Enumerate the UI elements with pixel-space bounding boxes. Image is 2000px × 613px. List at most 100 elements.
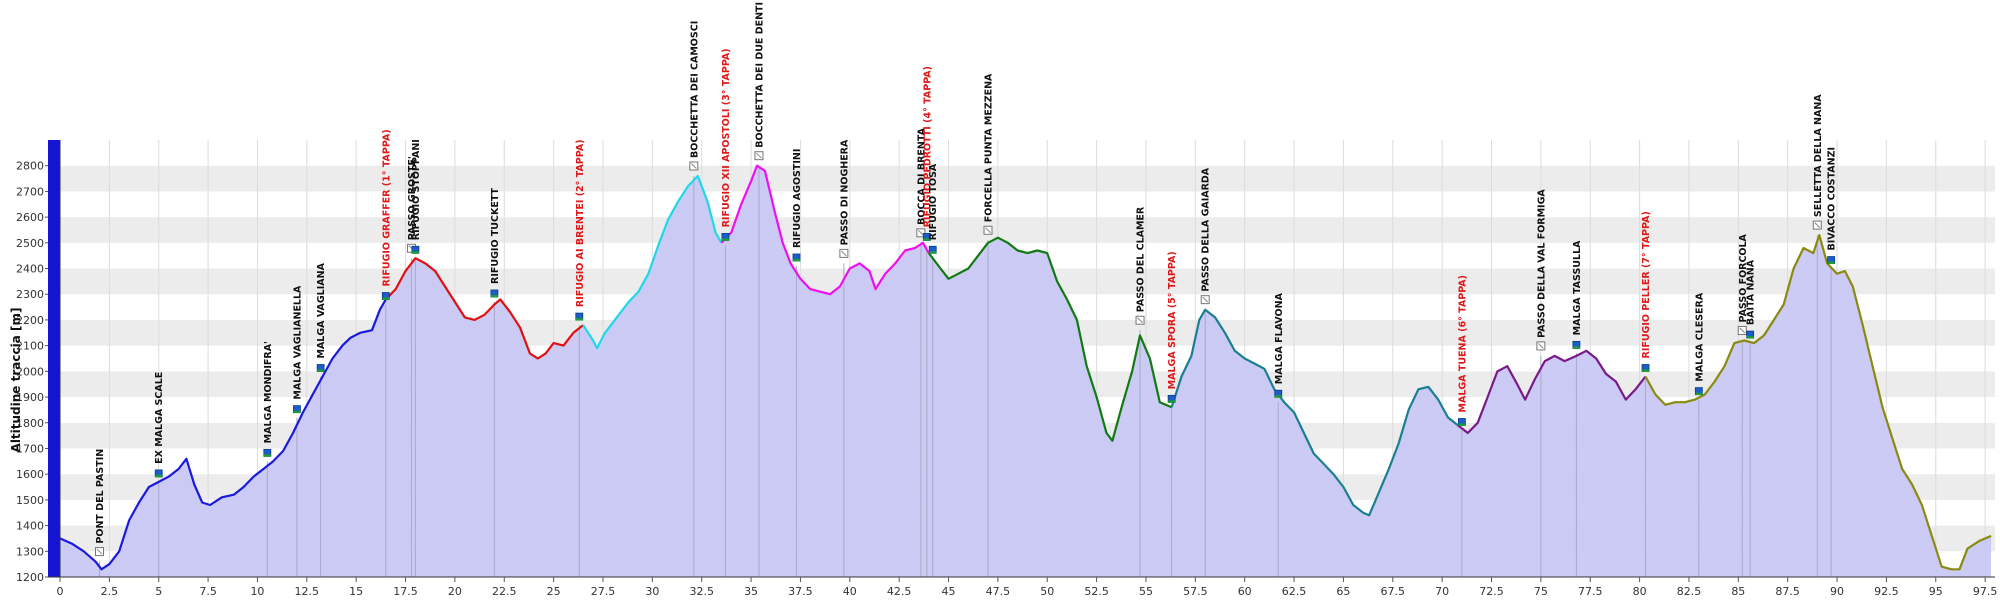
x-tick-label: 90: [1830, 585, 1844, 598]
x-tick-label: 77.5: [1578, 585, 1603, 598]
flag-icon-mark: [756, 152, 762, 159]
flag-icon-mark: [918, 229, 924, 236]
x-tick-label: 32.5: [689, 585, 714, 598]
x-tick-label: 72.5: [1479, 585, 1504, 598]
hut-icon-base: [929, 251, 937, 254]
x-tick-label: 50: [1040, 585, 1054, 598]
y-tick-label: 1800: [16, 417, 44, 430]
hut-icon-base: [1695, 392, 1703, 396]
x-tick-label: 45: [942, 585, 956, 598]
hut-icon-base: [1572, 346, 1580, 349]
hut-icon-base: [1746, 336, 1754, 339]
y-tick-label: 1500: [16, 494, 44, 507]
y-tick-label: 1600: [16, 468, 44, 481]
y-tick-label: 2300: [16, 288, 44, 301]
flag-icon-mark: [1137, 317, 1143, 324]
hut-icon-base: [293, 410, 301, 414]
y-tick-label: 2700: [16, 185, 44, 198]
stage-line: [59, 298, 387, 571]
waypoint-markers: [94, 151, 1836, 557]
y-tick-label: 1200: [16, 571, 44, 584]
x-tick-label: 87.5: [1775, 585, 1800, 598]
stage-line: [1644, 234, 1992, 571]
elevation-lines: [59, 164, 1992, 571]
grid-band: [60, 217, 1995, 243]
x-tick-label: 57.5: [1183, 585, 1208, 598]
x-tick-label: 10: [250, 585, 264, 598]
y-tick-label: 2400: [16, 263, 44, 276]
flag-icon-mark: [96, 548, 103, 555]
waypoint-labels: PONT DEL PASTIN EX MALGA SCALE MALGA MONDI…: [95, 2, 1838, 544]
waypoint-label: BIVACCO COSTANZI: [1827, 147, 1838, 251]
waypoint-label: EX MALGA SCALE: [154, 372, 165, 464]
hut-icon-base: [317, 369, 325, 372]
hut-icon-base: [1642, 369, 1650, 372]
hut-icon-base: [155, 474, 163, 478]
waypoint-label: MALGA VAGLIANA: [316, 262, 327, 358]
x-tick-label: 70: [1435, 585, 1449, 598]
waypoint-label: RIFUGIO STOPPANI: [411, 139, 422, 240]
y-axis-label: Altitudine traccia [m]: [9, 308, 23, 453]
y-axis-color-bar: [48, 140, 60, 577]
x-tick-label: 55: [1139, 585, 1153, 598]
waypoint-label: MALGA FLAVONA: [1274, 292, 1285, 384]
hut-icon-base: [1827, 261, 1835, 265]
x-tick-label: 7.5: [199, 585, 217, 598]
x-tick-label: 47.5: [986, 585, 1011, 598]
stage-line: [927, 236, 1173, 442]
x-tick-label: 42.5: [887, 585, 912, 598]
stage-line: [720, 164, 930, 296]
waypoint-label: MALGA VAGLIANELLA: [292, 285, 303, 400]
y-tick-label: 2000: [16, 365, 44, 378]
grid-band: [60, 140, 1995, 166]
waypoint-label: RIFUGIO GRAFFER (1° TAPPA): [381, 129, 392, 286]
x-tick-labels: 0 2.5 5 7.5 10 12.5 15 17.5 20 22.5 25 27.5 30 32.5 35…: [57, 577, 1998, 598]
y-tick-label: 1400: [16, 520, 44, 533]
waypoint-label: FORCELLA PUNTA MEZZENA: [984, 73, 995, 222]
flag-icon-mark: [985, 227, 991, 234]
x-tick-label: 62.5: [1282, 585, 1307, 598]
flag-icon-mark: [1814, 222, 1821, 228]
x-tick-label: 75: [1534, 585, 1548, 598]
flag-icon-mark: [1202, 296, 1209, 303]
hut-icon-base: [575, 318, 583, 321]
flag-icon-mark: [1538, 343, 1544, 349]
waypoint-label: RIFUGIO XII APOSTOLI (3° TAPPA): [721, 48, 732, 227]
waypoint-label: RIFUGIO AI BRENTEI (2° TAPPA): [575, 139, 586, 307]
waypoint-label: PONT DEL PASTIN: [95, 449, 106, 544]
stage-line: [385, 257, 584, 360]
x-tick-label: 60: [1238, 585, 1252, 598]
x-tick-label: 97.5: [1973, 585, 1998, 598]
x-tick-label: 85: [1731, 585, 1745, 598]
waypoint-label: MALGA MONDIFRA': [263, 341, 274, 443]
hut-icon-base: [411, 251, 419, 254]
waypoint-label: PASSO DEL CLAMER: [1136, 206, 1147, 312]
x-tick-label: 20: [448, 585, 462, 598]
waypoint-label: BOCCA DI BRENTA: [916, 127, 927, 224]
y-tick-label: 2800: [16, 160, 44, 173]
y-tick-label: 2100: [16, 340, 44, 353]
y-tick-label: 1900: [16, 391, 44, 404]
hut-icon-base: [1274, 395, 1282, 398]
y-tick-label: 2500: [16, 237, 44, 250]
elevation-area: [60, 165, 1992, 577]
x-tick-label: 95: [1929, 585, 1943, 598]
waypoint-label: PASSO DI NOGHERA: [839, 139, 850, 245]
y-tick-label: 2600: [16, 211, 44, 224]
profile-fill: [60, 165, 1992, 577]
y-tick-label: 2200: [16, 314, 44, 327]
y-tick-labels: 1200 1300 1400 1500 1600 1700 1800 1900 2000 2100…: [16, 160, 48, 584]
x-tick-label: 80: [1633, 585, 1647, 598]
hut-icon-base: [382, 297, 390, 301]
stage-line: [1457, 349, 1647, 435]
x-tick-label: 67.5: [1381, 585, 1406, 598]
waypoint-label: BOCCHETTA DEI CAMOSCI: [689, 21, 700, 158]
stage-line: [582, 174, 723, 350]
x-tick-label: 2.5: [101, 585, 119, 598]
x-tick-label: 82.5: [1677, 585, 1702, 598]
x-tick-label: 25: [547, 585, 561, 598]
waypoint-label: MALGA SPORA (5° TAPPA): [1167, 251, 1178, 389]
waypoint-label: MALGA CLESERA: [1694, 292, 1705, 381]
waypoint-label: PASSO DELLA GAIARDA: [1201, 167, 1212, 291]
hut-icon-base: [792, 258, 800, 262]
